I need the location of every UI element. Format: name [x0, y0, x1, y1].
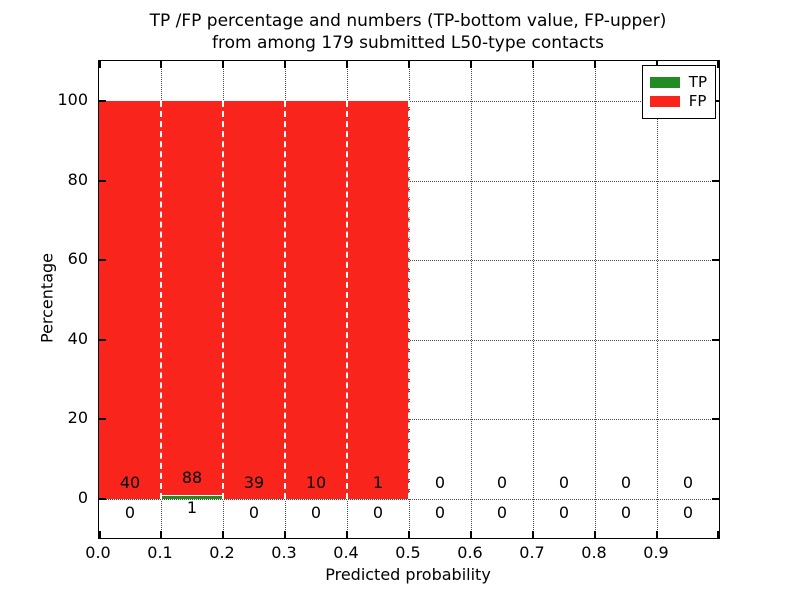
- x-tick-label: 0.7: [519, 543, 545, 562]
- fp-count-label: 0: [558, 473, 570, 492]
- tp-count-label: 0: [682, 503, 694, 522]
- fp-count-label: 0: [496, 473, 508, 492]
- x-tick-mark: [408, 531, 410, 538]
- fp-count-label: 0: [434, 473, 446, 492]
- chart-title: TP /FP percentage and numbers (TP-bottom…: [78, 10, 738, 54]
- gridline-vertical: [595, 61, 596, 538]
- y-tick-mark-right: [712, 338, 719, 341]
- legend-label-tp: TP: [688, 73, 707, 91]
- x-tick-mark-top: [656, 61, 658, 68]
- tp-count-label: 0: [372, 503, 384, 522]
- x-axis-label: Predicted probability: [325, 565, 491, 584]
- tp-count-label: 1: [186, 498, 198, 517]
- tp-count-label: 0: [434, 503, 446, 522]
- x-tick-label: 0.9: [643, 543, 669, 562]
- bar-edge-divider: [284, 101, 286, 499]
- bar-segment-fp: [99, 101, 161, 500]
- x-tick-mark-top: [408, 61, 410, 68]
- x-tick-label: 0.3: [271, 543, 297, 562]
- plot-area: TP FP 40 0 88 1 39 0 10 0 1 0 0 0 0 0 0 0 0 0 0 0: [98, 60, 720, 539]
- x-tick-mark-top: [470, 61, 472, 68]
- legend-swatch-tp: [649, 76, 680, 88]
- x-tick-mark-top: [532, 61, 534, 68]
- y-tick-mark-right: [712, 179, 719, 182]
- x-tick-label: 0.6: [457, 543, 483, 562]
- fp-count-label: 1: [372, 473, 384, 492]
- gridline-horizontal: [99, 499, 719, 500]
- y-tick-mark: [99, 259, 106, 262]
- x-tick-mark-top: [160, 61, 162, 68]
- y-tick-mark: [99, 179, 106, 182]
- x-tick-mark-top: [284, 61, 286, 68]
- y-tick-mark: [99, 100, 106, 102]
- legend-label-fp: FP: [688, 92, 707, 110]
- x-tick-mark-top: [717, 61, 719, 68]
- tp-count-label: 0: [124, 503, 136, 522]
- x-tick-mark-top: [99, 61, 101, 68]
- y-tick-label: 40: [67, 328, 88, 348]
- fp-count-label: 39: [243, 473, 265, 492]
- x-tick-label: 0.5: [395, 543, 421, 562]
- x-tick-mark: [470, 531, 472, 538]
- bar-segment-fp: [347, 101, 409, 500]
- legend: TP FP: [641, 65, 716, 119]
- x-tick-mark: [284, 531, 286, 538]
- x-tick-label: 0.0: [85, 543, 111, 562]
- y-tick-mark: [99, 338, 106, 341]
- bar-edge-divider: [346, 101, 348, 499]
- fp-count-label: 40: [119, 473, 141, 492]
- x-tick-mark: [222, 531, 224, 538]
- x-tick-label: 0.2: [209, 543, 235, 562]
- x-tick-mark: [656, 531, 658, 538]
- fp-count-label: 0: [620, 473, 632, 492]
- fp-count-label: 0: [682, 473, 694, 492]
- x-tick-label: 0.1: [147, 543, 173, 562]
- fp-count-label: 10: [305, 473, 327, 492]
- x-tick-mark: [717, 531, 719, 538]
- gridline-vertical: [533, 61, 534, 538]
- bar-segment-fp: [285, 101, 347, 500]
- y-tick-mark: [99, 418, 106, 421]
- y-tick-mark-right: [712, 259, 719, 262]
- tp-count-label: 0: [248, 503, 260, 522]
- x-tick-label: 0.4: [333, 543, 359, 562]
- gridline-vertical: [471, 61, 472, 538]
- x-tick-mark: [594, 531, 596, 538]
- gridline-vertical: [657, 61, 658, 538]
- x-tick-mark: [346, 531, 348, 538]
- bar-segment-fp: [223, 101, 285, 500]
- y-tick-label: 100: [57, 90, 88, 109]
- tp-count-label: 0: [620, 503, 632, 522]
- bar-segment-fp: [161, 101, 223, 496]
- bar-edge-divider: [408, 101, 410, 499]
- y-tick-label: 80: [67, 169, 88, 189]
- bar-edge-divider: [222, 101, 224, 499]
- legend-entry-fp: FP: [649, 92, 707, 110]
- x-tick-label: 0.8: [581, 543, 607, 562]
- y-tick-mark-right: [712, 418, 719, 421]
- y-tick-mark: [99, 498, 106, 500]
- x-tick-mark-top: [346, 61, 348, 68]
- tp-count-label: 0: [558, 503, 570, 522]
- x-tick-mark: [532, 531, 534, 538]
- y-tick-label: 60: [67, 249, 88, 269]
- x-tick-mark-top: [222, 61, 224, 68]
- y-tick-label: 20: [67, 408, 88, 428]
- x-tick-mark-top: [594, 61, 596, 68]
- x-tick-mark: [160, 531, 162, 538]
- y-tick-label: 0: [77, 488, 88, 507]
- y-tick-mark-right: [712, 498, 719, 500]
- chart-title-line2: from among 179 submitted L50-type contac…: [212, 33, 604, 53]
- tp-count-label: 0: [310, 503, 322, 522]
- chart-title-line1: TP /FP percentage and numbers (TP-bottom…: [149, 11, 667, 31]
- fp-count-label: 88: [181, 468, 203, 487]
- x-tick-mark: [99, 531, 101, 538]
- bar-edge-divider: [160, 101, 162, 499]
- legend-swatch-fp: [649, 95, 680, 107]
- tp-count-label: 0: [496, 503, 508, 522]
- legend-entry-tp: TP: [649, 73, 707, 91]
